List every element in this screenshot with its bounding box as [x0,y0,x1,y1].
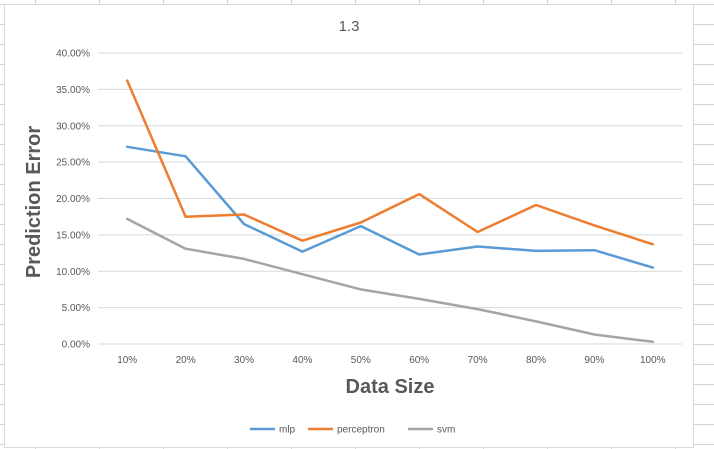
series-line-svm[interactable] [125,217,655,344]
gridlines [98,52,682,345]
y-tick-label: 20.00% [56,194,90,205]
legend-label-perceptron: perceptron [337,425,385,436]
x-tick-label: 50% [351,355,371,366]
y-axis-ticks: 0.00% 5.00% 10.00% 15.00% 20.00% 25.00% 30.00%… [56,49,90,351]
x-tick-label: 100% [640,355,666,366]
series-lines [125,79,655,344]
x-tick-label: 30% [234,355,254,366]
y-tick-label: 25.00% [56,158,90,169]
legend-label-svm: svm [437,425,455,436]
x-tick-label: 60% [409,355,429,366]
x-tick-label: 10% [117,355,137,366]
legend-label-mlp: mlp [279,425,296,436]
x-tick-label: 90% [584,355,604,366]
x-tick-label: 80% [526,355,546,366]
y-tick-label: 5.00% [62,303,90,314]
x-axis-ticks: 10% 20% 30% 40% 50% 60% 70% 80% 90% 100% [117,355,666,366]
x-tick-label: 40% [292,355,312,366]
x-axis-title: Data Size [346,376,435,398]
x-tick-label: 20% [176,355,196,366]
y-tick-label: 0.00% [62,340,90,351]
x-tick-label: 70% [468,355,488,366]
legend: mlp perceptron svm [250,425,455,436]
y-tick-label: 10.00% [56,267,90,278]
y-tick-label: 40.00% [56,49,90,60]
y-tick-label: 30.00% [56,121,90,132]
chart-title: 1.3 [339,18,360,35]
y-axis-title: Prediction Error [23,126,45,278]
y-tick-label: 15.00% [56,230,90,241]
series-line-mlp[interactable] [125,145,655,269]
series-line-perceptron[interactable] [125,79,655,246]
y-tick-label: 35.00% [56,85,90,96]
